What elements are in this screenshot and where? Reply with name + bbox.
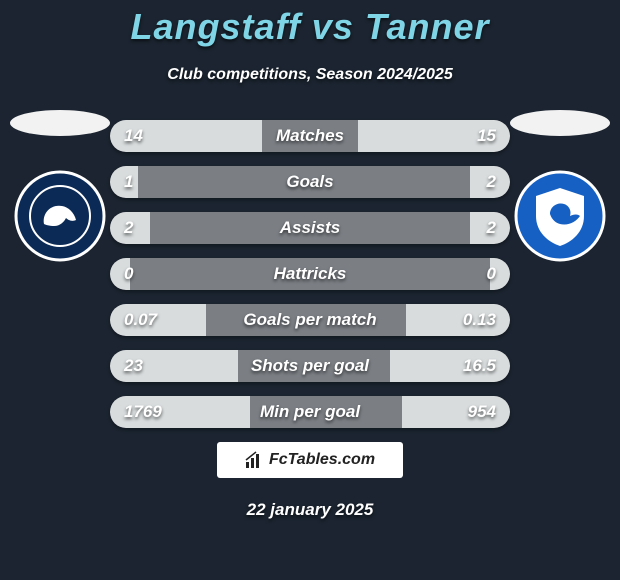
left-club-badge <box>14 170 106 262</box>
page-subtitle: Club competitions, Season 2024/2025 <box>0 66 620 84</box>
stat-row: 0.070.13Goals per match <box>110 304 510 336</box>
stat-label: Matches <box>110 120 510 152</box>
brand-logo: FcTables.com <box>217 442 403 478</box>
chart-icon <box>245 451 263 469</box>
left-player-photo-placeholder <box>10 110 110 136</box>
stat-label: Hattricks <box>110 258 510 290</box>
right-player-column <box>500 110 620 262</box>
stat-label: Min per goal <box>110 396 510 428</box>
stat-row: 22Assists <box>110 212 510 244</box>
stat-row: 12Goals <box>110 166 510 198</box>
stat-label: Shots per goal <box>110 350 510 382</box>
page-title: Langstaff vs Tanner <box>0 0 620 48</box>
stat-label: Goals per match <box>110 304 510 336</box>
brand-text: FcTables.com <box>269 451 375 469</box>
stat-row: 1415Matches <box>110 120 510 152</box>
stat-row: 1769954Min per goal <box>110 396 510 428</box>
stat-row: 00Hattricks <box>110 258 510 290</box>
stat-label: Goals <box>110 166 510 198</box>
stat-label: Assists <box>110 212 510 244</box>
stats-table: 1415Matches 12Goals 22Assists 00Hattricks 0.… <box>110 120 510 442</box>
right-club-badge <box>514 170 606 262</box>
cardiff-badge-icon <box>514 170 606 262</box>
right-player-photo-placeholder <box>510 110 610 136</box>
left-player-column <box>0 110 120 262</box>
stat-row: 2316.5Shots per goal <box>110 350 510 382</box>
date-label: 22 january 2025 <box>0 500 620 520</box>
millwall-badge-icon <box>14 170 106 262</box>
